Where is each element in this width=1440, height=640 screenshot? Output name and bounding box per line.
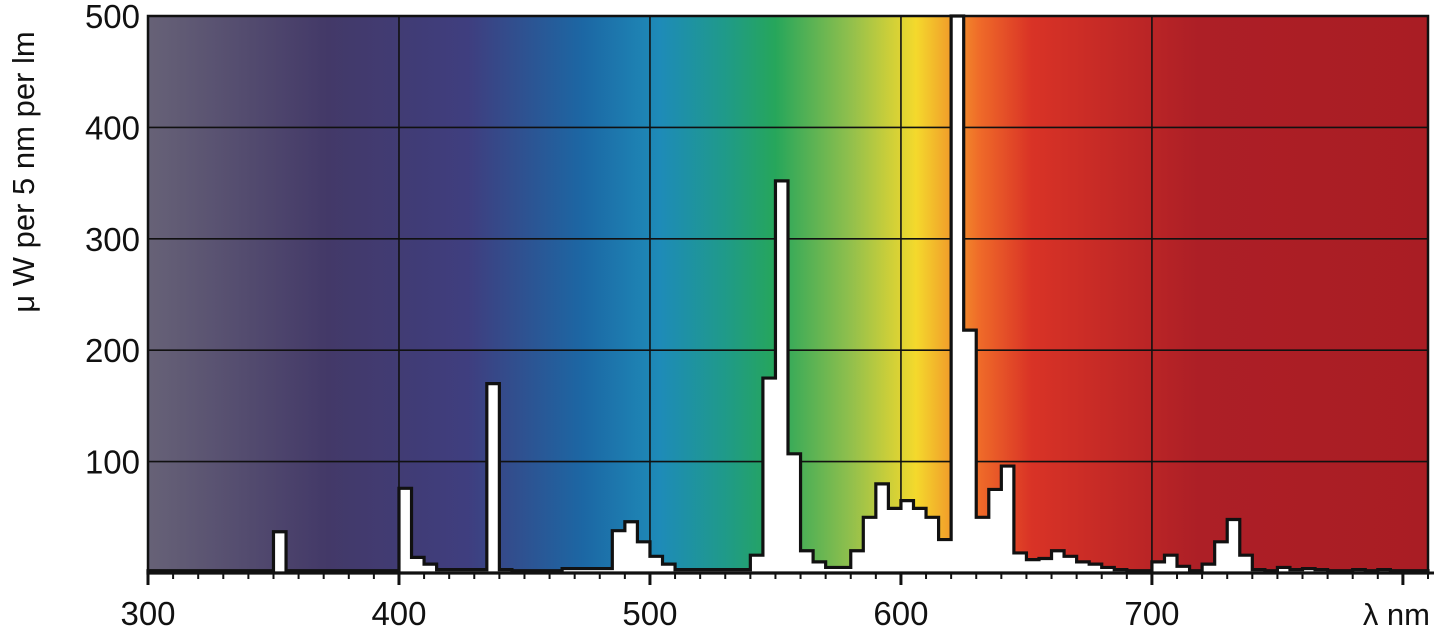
x-tick-label-500: 500: [622, 595, 677, 632]
y-tick-label-200: 200: [85, 332, 140, 369]
x-tick-label-700: 700: [1124, 595, 1179, 632]
x-axis-label: λ nm: [1363, 597, 1430, 632]
y-axis-label: μ W per 5 nm per lm: [6, 31, 41, 312]
x-tick-label-300: 300: [120, 595, 175, 632]
y-tick-label-400: 400: [85, 109, 140, 146]
y-tick-label-300: 300: [85, 221, 140, 258]
y-tick-label-500: 500: [85, 0, 140, 35]
y-tick-label-100: 100: [85, 444, 140, 481]
x-minor-ticks: [146, 573, 1429, 585]
y-tick-labels: 100 200 300 400 500: [85, 0, 140, 481]
x-tick-labels: 300 400 500 600 700: [120, 595, 1179, 632]
x-tick-label-400: 400: [371, 595, 426, 632]
x-tick-label-600: 600: [873, 595, 928, 632]
series-area: [146, 14, 1430, 575]
